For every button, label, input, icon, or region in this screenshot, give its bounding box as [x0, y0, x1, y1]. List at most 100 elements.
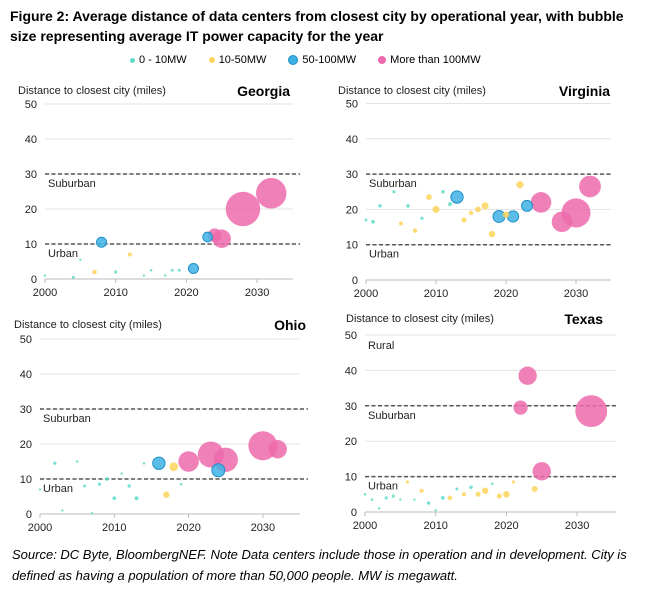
bubble-small-2001 — [370, 498, 374, 501]
y-tick-label: 30 — [20, 404, 32, 416]
bubble-large-2024 — [211, 463, 226, 478]
figure-title: Figure 2: Average distance of data cente… — [10, 8, 624, 44]
bubble-mid-2018 — [488, 230, 496, 238]
bubble-small-2013 — [455, 487, 459, 491]
bubble-mid-2018 — [169, 462, 179, 472]
bubble-small-2003 — [61, 509, 64, 512]
bubble-small-2010 — [434, 509, 437, 512]
bubble-mid-2015 — [468, 210, 474, 216]
y-tick-label: 50 — [25, 99, 37, 111]
bubble-small-2000 — [43, 274, 47, 277]
y-tick-label: 30 — [346, 169, 358, 181]
bubble-small-2000 — [38, 488, 42, 491]
bubble-small-2004 — [391, 494, 395, 498]
bubble-small-2000 — [364, 218, 368, 222]
bubble-small-2010 — [112, 496, 117, 501]
legend-swatch-icon — [208, 57, 215, 63]
x-tick-label: 2000 — [354, 288, 378, 300]
x-tick-label: 2010 — [102, 522, 126, 534]
x-tick-label: 2010 — [424, 288, 448, 300]
legend-item-xl: More than 100MW — [378, 54, 481, 66]
bubble-small-2006 — [406, 204, 410, 208]
bubble-large-2023 — [202, 231, 213, 243]
x-tick-label: 2000 — [33, 287, 57, 299]
bubble-small-2019 — [179, 482, 183, 486]
y-axis-label: Distance to closest city (miles) — [18, 85, 166, 97]
legend-label: 50-100MW — [302, 54, 357, 66]
threshold-label-suburban: Suburban — [368, 410, 416, 422]
bubble-xl-2020 — [178, 451, 199, 472]
bubble-small-2011 — [440, 496, 445, 500]
legend-item-small: 0 - 10MW — [130, 54, 187, 66]
bubble-small-2007 — [90, 512, 94, 515]
bubble-small-2005 — [75, 460, 79, 463]
threshold-label-urban: Urban — [43, 483, 73, 495]
bubble-small-2015 — [149, 268, 153, 272]
bubble-mid-2022 — [516, 181, 524, 189]
threshold-label-urban: Urban — [368, 481, 398, 493]
bubble-large-2008 — [96, 236, 108, 248]
y-tick-label: 10 — [345, 472, 357, 484]
bubble-xl-2023 — [518, 366, 537, 385]
bubble-small-2001 — [371, 219, 375, 224]
bubble-mid-2017 — [481, 202, 489, 210]
bubble-mid-2019 — [496, 493, 502, 499]
legend-label: 0 - 10MW — [139, 54, 187, 66]
bubble-small-2018 — [490, 482, 494, 485]
threshold-label-urban: Urban — [48, 248, 78, 260]
y-tick-label: 50 — [345, 330, 357, 342]
y-tick-label: 40 — [345, 365, 357, 377]
bubble-small-2011 — [120, 472, 123, 475]
bubble-small-2012 — [448, 202, 452, 207]
bubble-mid-2012 — [127, 252, 132, 257]
y-tick-label: 0 — [31, 274, 37, 286]
y-tick-label: 20 — [345, 436, 357, 448]
bubble-large-2013 — [450, 190, 464, 204]
y-axis-label: Distance to closest city (miles) — [346, 313, 494, 325]
bubble-mid-2020 — [503, 491, 510, 498]
y-tick-label: 50 — [346, 99, 358, 111]
bubble-mid-2006 — [405, 480, 410, 484]
x-tick-label: 2020 — [176, 522, 200, 534]
bubble-large-2023 — [521, 199, 533, 212]
bubble-large-2019 — [492, 209, 506, 223]
y-tick-label: 0 — [352, 275, 358, 287]
bubble-small-2003 — [384, 496, 388, 500]
bubble-small-2014 — [142, 461, 146, 465]
bubble-small-2014 — [142, 274, 146, 277]
bubble-small-2008 — [97, 482, 102, 486]
bubble-small-2010 — [114, 270, 118, 274]
bubble-xl-2032 — [575, 395, 608, 428]
y-tick-label: 0 — [351, 507, 357, 519]
threshold-label-suburban: Suburban — [43, 413, 91, 425]
y-tick-label: 10 — [346, 240, 358, 252]
bubble-large-2016 — [152, 456, 166, 470]
y-tick-label: 40 — [25, 134, 37, 146]
legend-item-mid: 10-50MW — [208, 54, 267, 66]
bubble-small-2018 — [170, 268, 174, 272]
legend: 0 - 10MW 10-50MW 50-100MW More than 100M… — [130, 54, 481, 66]
bubble-large-2021 — [506, 210, 520, 223]
threshold-label-suburban: Suburban — [369, 178, 417, 190]
bubble-small-2019 — [177, 268, 181, 272]
bubble-mid-2014 — [461, 217, 467, 223]
bubble-xl-2025 — [530, 192, 552, 213]
x-tick-label: 2030 — [565, 520, 589, 532]
legend-swatch-icon — [378, 56, 387, 64]
legend-label: 10-50MW — [218, 54, 267, 66]
bubble-small-2009 — [105, 477, 109, 481]
bubble-large-2021 — [187, 262, 200, 275]
y-tick-label: 50 — [20, 334, 32, 346]
x-tick-label: 2020 — [174, 287, 198, 299]
y-tick-label: 0 — [26, 509, 32, 521]
bubble-mid-2017 — [481, 487, 489, 495]
bubble-mid-2012 — [447, 495, 453, 501]
bubble-xl-2032 — [579, 175, 601, 198]
bubble-small-2017 — [163, 274, 167, 277]
legend-item-large: 50-100MW — [288, 54, 356, 66]
y-tick-label: 10 — [25, 239, 37, 251]
bubble-xl-2028 — [225, 191, 261, 227]
bubble-mid-2010 — [432, 205, 440, 213]
